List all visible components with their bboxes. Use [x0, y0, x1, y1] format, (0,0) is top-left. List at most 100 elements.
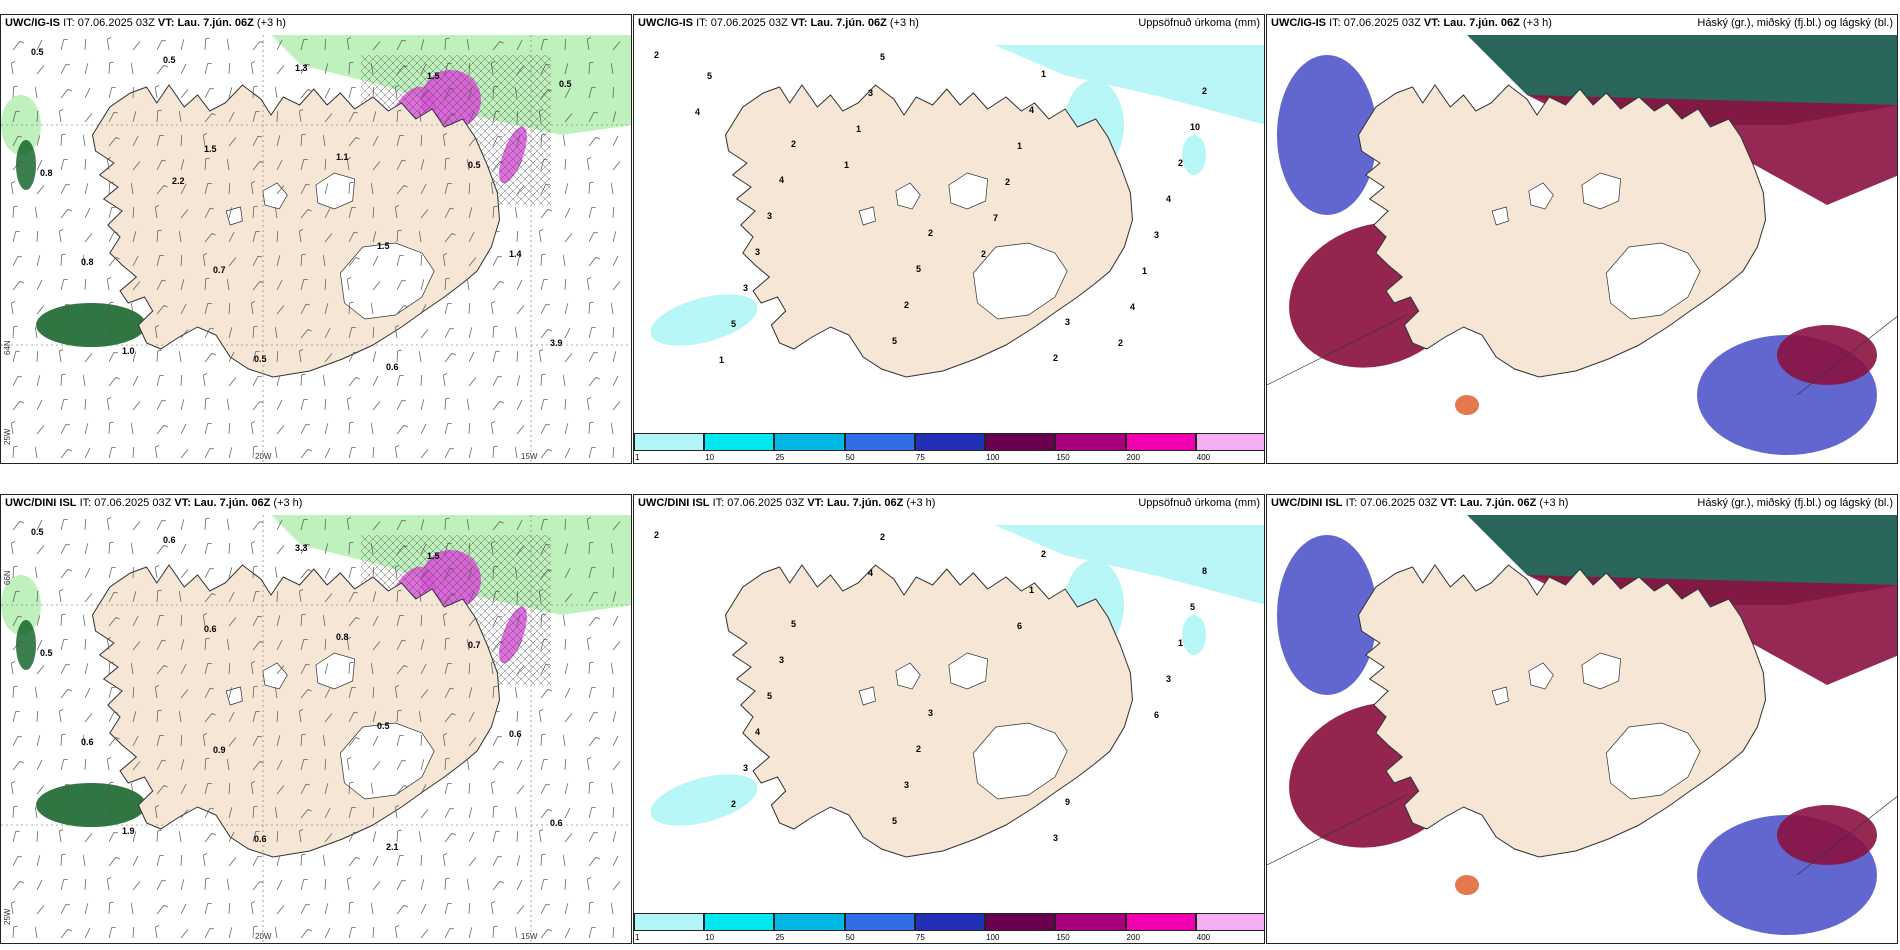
wind-barb — [346, 759, 350, 771]
wind-barb — [300, 734, 302, 747]
wind-barb — [516, 760, 523, 771]
wind-barb — [178, 591, 182, 603]
wind-barb — [322, 855, 326, 867]
wind-barb — [130, 303, 134, 315]
wind-barb — [12, 351, 17, 363]
wind-barb — [34, 687, 38, 699]
wind-barb — [444, 568, 451, 579]
wind-barb — [108, 542, 110, 555]
wind-barb — [588, 857, 597, 867]
wind-barb — [84, 663, 89, 675]
wind-barb — [132, 446, 134, 459]
wind-barb — [466, 279, 470, 291]
wind-barb — [564, 688, 571, 699]
wind-barb — [154, 687, 158, 699]
wind-barb-flag — [545, 303, 550, 306]
wind-barb — [58, 591, 62, 603]
glacier-3 — [858, 206, 876, 226]
wind-barb-flag — [499, 161, 504, 164]
wind-barb-flag — [589, 901, 594, 904]
wind-barb-flag — [163, 65, 168, 68]
wind-barb — [204, 758, 206, 771]
legend-tick-label: 150 — [1056, 933, 1070, 942]
wind-barb-flag — [449, 687, 454, 690]
wind-barb — [370, 903, 374, 915]
wind-barb — [204, 928, 211, 939]
wind-barb — [442, 735, 446, 747]
wind-barb-flag — [541, 853, 546, 856]
wind-barb — [492, 641, 501, 651]
wind-barb — [492, 881, 501, 891]
wind-barb — [588, 422, 590, 435]
wind-barb — [204, 113, 213, 123]
wind-barb — [492, 806, 494, 819]
wind-barb — [60, 544, 67, 555]
wind-barb — [274, 87, 278, 99]
wind-barb-flag — [401, 639, 406, 642]
panel-title-cloud: Háský (gr.), miðský (fj.bl.) og lágský (… — [1697, 497, 1893, 509]
wind-barb — [324, 158, 326, 171]
wind-barb — [444, 783, 449, 795]
glacier-0 — [972, 722, 1068, 800]
wind-barb — [492, 41, 501, 51]
wind-barb-flag — [305, 783, 310, 786]
wind-barb — [540, 279, 545, 291]
wind-barb-flag — [541, 613, 546, 616]
wind-barb-flag — [491, 181, 496, 184]
wind-barb — [12, 231, 17, 243]
wind-barb — [418, 591, 422, 603]
precip-value-label: 3 — [743, 763, 749, 773]
wind-barb-flag — [251, 181, 256, 184]
legend-swatch — [914, 433, 986, 451]
wind-barb — [564, 663, 569, 675]
wind-barb — [322, 615, 326, 627]
wind-barb-flag — [587, 277, 592, 280]
legend-tick-label: 10 — [705, 933, 715, 942]
wind-barb — [612, 136, 619, 147]
wind-barb — [228, 662, 230, 675]
wind-barb — [612, 231, 617, 243]
precip-area — [1182, 615, 1206, 655]
wind-barb — [204, 88, 211, 99]
wind-barb — [420, 544, 427, 555]
precip-value-label: 5 — [916, 264, 922, 274]
panel-title-cloud: Háský (gr.), miðský (fj.bl.) og lágský (… — [1697, 17, 1893, 29]
wind-barb-flag — [19, 281, 24, 284]
wind-barb — [132, 376, 139, 387]
wind-barb — [300, 184, 307, 195]
wind-barb — [298, 831, 302, 843]
legend-tick-label: 10 — [705, 453, 715, 462]
wind-barb — [108, 207, 113, 219]
wind-barb — [348, 807, 353, 819]
wind-barb — [106, 279, 110, 291]
wind-barb — [12, 326, 14, 339]
wind-barb-flag — [491, 901, 496, 904]
glacier-0 — [1605, 722, 1701, 800]
wind-barb — [300, 689, 309, 699]
wind-barb — [228, 112, 235, 123]
wind-barb — [468, 662, 470, 675]
wind-barb — [586, 759, 590, 771]
precip-value-label: 5 — [731, 319, 737, 329]
wind-barb — [84, 713, 93, 723]
wind-barb — [492, 521, 501, 531]
wind-barb — [228, 182, 230, 195]
wind-barb-flag — [445, 517, 450, 520]
wind-barb — [468, 807, 473, 819]
wind-barb — [564, 593, 573, 603]
wind-barb — [12, 806, 14, 819]
wind-barb — [180, 399, 185, 411]
wind-barb — [154, 567, 158, 579]
wind-barb — [34, 927, 38, 939]
wind-barb — [612, 326, 614, 339]
wind-barb-flag — [205, 517, 210, 520]
wind-barb — [564, 88, 571, 99]
wind-barb — [108, 62, 110, 75]
wind-barb-flag — [443, 373, 448, 376]
wind-barb — [132, 521, 141, 531]
wind-barb — [540, 689, 549, 699]
wind-barb — [562, 375, 566, 387]
wind-value-label: 0.5 — [163, 55, 176, 65]
wind-barb — [346, 519, 350, 531]
wind-value-label: 0.6 — [550, 818, 563, 828]
